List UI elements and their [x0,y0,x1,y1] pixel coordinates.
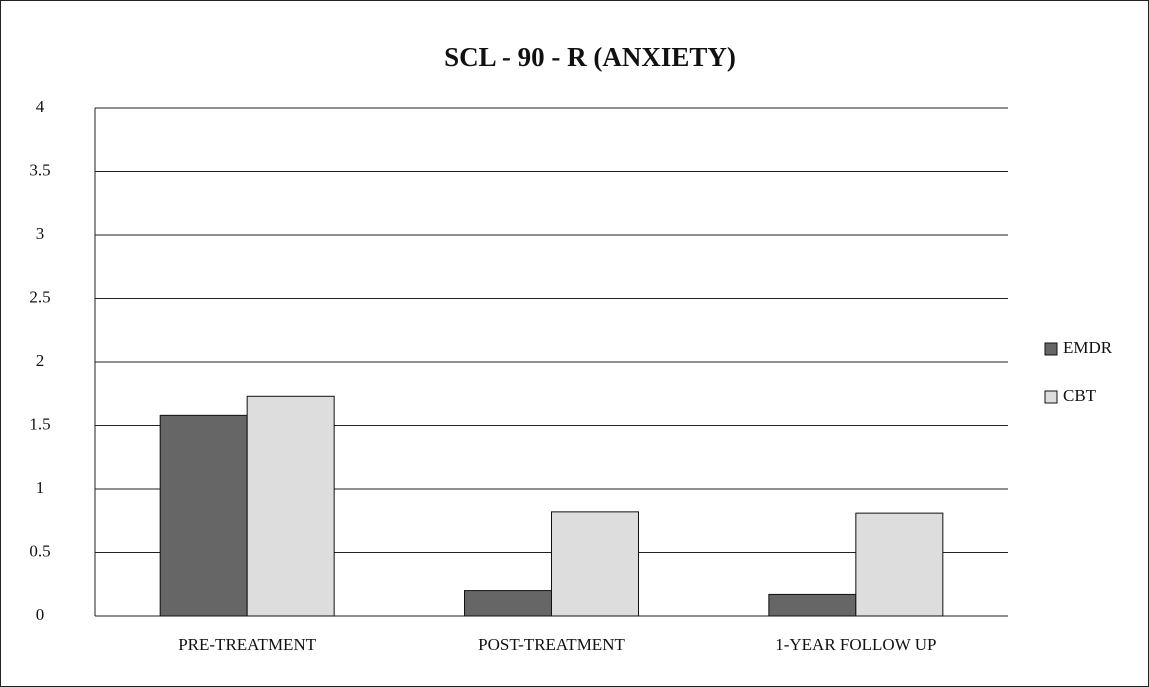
x-tick-label: 1-YEAR FOLLOW UP [775,635,936,654]
y-tick-label: 1 [36,478,45,497]
y-tick-label: 0 [36,605,45,624]
x-tick-label: PRE-TREATMENT [178,635,317,654]
chart-title: SCL - 90 - R (ANXIETY) [444,42,736,72]
bar [855,512,944,617]
bar [159,414,248,617]
y-tick-label: 3 [36,224,45,243]
y-tick-label: 2.5 [29,287,50,306]
legend-label: EMDR [1063,338,1113,357]
x-tick-label: POST-TREATMENT [478,635,625,654]
y-tick-label: 4 [36,97,45,116]
bar [768,593,857,617]
bar [551,511,639,617]
y-tick-label: 2 [36,351,45,370]
y-tick-label: 0.5 [29,541,50,560]
legend-swatch [1044,390,1058,404]
legend-label: CBT [1063,386,1097,405]
y-tick-label: 1.5 [29,414,50,433]
bar [464,590,552,617]
y-tick-label: 3.5 [29,160,50,179]
legend-swatch [1044,342,1058,356]
bar [246,395,335,617]
